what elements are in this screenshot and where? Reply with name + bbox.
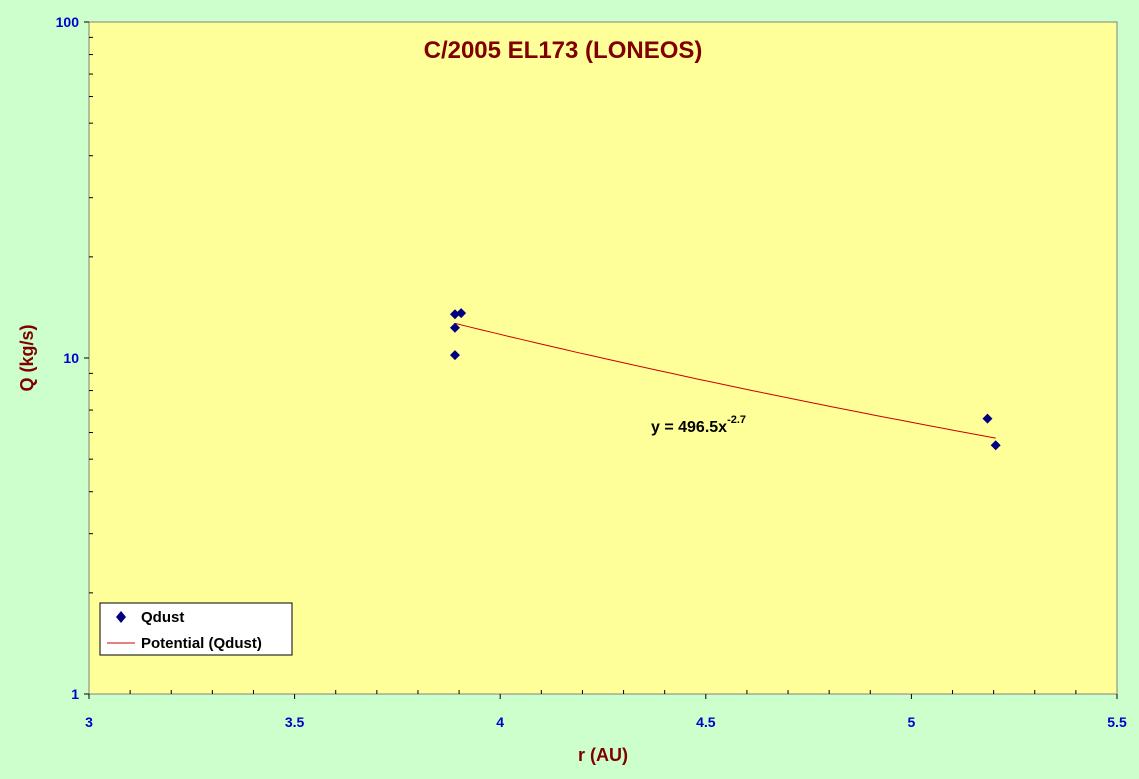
- y-tick-label: 100: [56, 14, 80, 30]
- x-axis-label: r (AU): [578, 745, 628, 765]
- data-point: [982, 413, 993, 424]
- y-tick-labels: 1 10 100: [56, 14, 80, 702]
- data-point: [449, 309, 460, 320]
- legend-label-qdust: Qdust: [141, 609, 184, 626]
- x-tick-labels: 3 3.5 4 4.5 5 5.5: [85, 714, 1127, 730]
- data-point: [449, 350, 460, 361]
- data-point: [449, 322, 460, 333]
- chart-title: C/2005 EL173 (LONEOS): [424, 37, 703, 64]
- data-point: [990, 440, 1001, 451]
- x-tick-label: 5: [908, 714, 916, 730]
- x-tick-label: 5.5: [1107, 714, 1127, 730]
- x-tick-label: 3: [85, 714, 93, 730]
- y-minor-ticks: [84, 21, 93, 695]
- legend-marker-qdust: [116, 611, 126, 623]
- trendline: [454, 322, 996, 439]
- x-tick-label: 4.5: [696, 714, 716, 730]
- legend-box: [99, 602, 293, 656]
- trendline-equation-base: y = 496.5x: [651, 419, 727, 436]
- trendline-equation-exponent: -2.7: [727, 414, 746, 426]
- y-tick-label: 1: [71, 686, 79, 702]
- trendline-equation: y = 496.5x-2.7: [651, 414, 746, 436]
- data-points: [449, 308, 1001, 451]
- y-axis-label: Q (kg/s): [17, 324, 37, 391]
- legend-label-trend: Potential (Qdust): [141, 635, 262, 652]
- x-tick-label: 4: [496, 714, 504, 730]
- x-tick-label: 3.5: [285, 714, 305, 730]
- data-point: [456, 308, 467, 319]
- x-minor-ticks: [88, 690, 1118, 699]
- y-tick-label: 10: [63, 350, 79, 366]
- legend: Qdust Potential (Qdust): [99, 602, 293, 656]
